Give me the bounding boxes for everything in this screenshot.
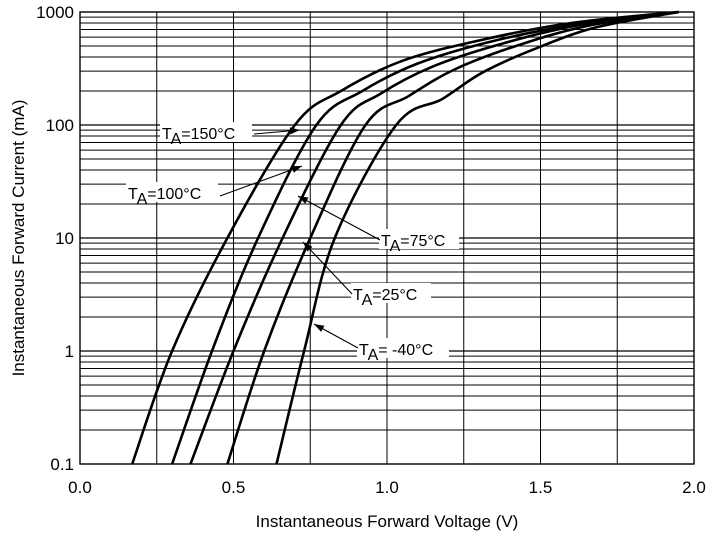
label-background [379, 229, 459, 249]
plot-frame [79, 11, 695, 465]
curves [130, 10, 679, 465]
arrowhead [291, 166, 302, 173]
curve-150c [130, 10, 679, 465]
curve-75c [189, 10, 679, 465]
arrowhead [303, 242, 313, 252]
label-text: TA=100°C [128, 186, 201, 208]
label-150c: TA=150°C [160, 122, 301, 148]
label-text: TA=75°C [381, 233, 445, 255]
curve-labels: TA=150°C TA=100°C TA=75°C TA=25°C TA= -40°C [126, 122, 459, 364]
tick-labels: 0.0 0.5 1.0 1.5 2.0 0.1 1 10 100 1000 [36, 3, 706, 497]
y-tick-label: 1 [65, 342, 74, 361]
arrowhead [298, 196, 309, 204]
label-text: TA=25°C [353, 287, 417, 309]
label-text: TA=150°C [162, 126, 235, 148]
x-tick-label: 0.0 [68, 478, 92, 497]
curve-25c [226, 10, 679, 465]
curve-minus40c [275, 10, 679, 465]
x-axis-title: Instantaneous Forward Voltage (V) [256, 512, 519, 531]
y-tick-label: 100 [46, 116, 74, 135]
label-minus40c: TA= -40°C [313, 323, 449, 364]
label-25c: TA=25°C [302, 241, 431, 309]
y-tick-label: 10 [55, 229, 74, 248]
arrowhead [289, 127, 300, 135]
y-axis-title: Instantaneous Forward Current (mA) [9, 100, 28, 377]
leader-line [302, 241, 353, 295]
curve-100c [170, 10, 679, 465]
label-background [351, 283, 431, 303]
leader-line [219, 165, 303, 197]
x-tick-label: 2.0 [682, 478, 706, 497]
y-tick-label: 1000 [36, 3, 74, 22]
label-75c: TA=75°C [297, 195, 459, 255]
label-background [126, 182, 218, 202]
x-tick-label: 0.5 [222, 478, 246, 497]
x-tick-label: 1.0 [375, 478, 399, 497]
label-100c: TA=100°C [126, 165, 303, 208]
y-tick-label: 0.1 [50, 455, 74, 474]
leader-line [297, 195, 381, 241]
label-background [160, 122, 252, 142]
x-tick-label: 1.5 [529, 478, 553, 497]
label-text: TA= -40°C [359, 342, 433, 364]
arrowhead [314, 324, 325, 332]
label-background [357, 338, 449, 358]
